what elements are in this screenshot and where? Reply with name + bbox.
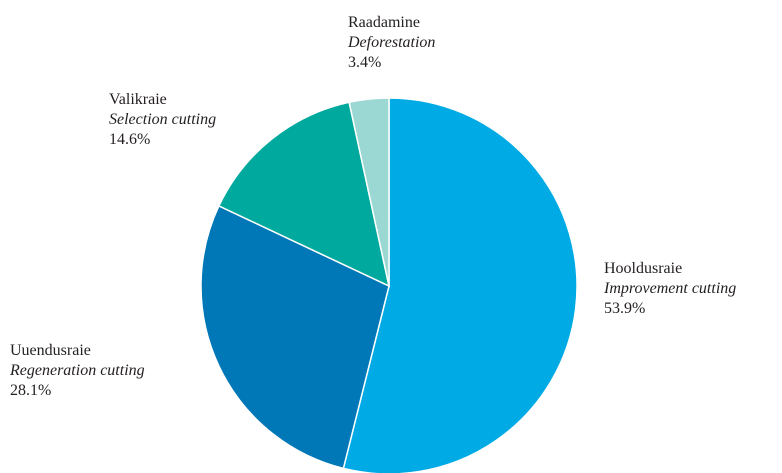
label-selection-cutting-en: Selection cutting xyxy=(109,111,217,128)
label-selection-cutting: Valikraie Selection cutting 14.6% xyxy=(109,90,216,150)
label-deforestation: Raadamine Deforestation 3.4% xyxy=(348,13,435,73)
label-improvement-cutting-value: 53.9% xyxy=(604,300,646,317)
label-regeneration-cutting-et: Uuendusraie xyxy=(10,342,91,359)
label-regeneration-cutting-value: 28.1% xyxy=(10,382,52,399)
label-selection-cutting-et: Valikraie xyxy=(109,91,167,108)
label-improvement-cutting-en: Improvement cutting xyxy=(604,280,737,297)
slice-deforestation xyxy=(348,97,390,287)
slice-improvement-cutting xyxy=(342,97,578,473)
label-improvement-cutting-et: Hooldusraie xyxy=(604,260,683,277)
label-selection-cutting-value: 14.6% xyxy=(109,131,151,148)
label-deforestation-value: 3.4% xyxy=(348,54,382,71)
slice-regeneration-cutting xyxy=(200,204,390,470)
label-improvement-cutting: Hooldusraie Improvement cutting 53.9% xyxy=(604,259,736,319)
label-deforestation-et: Raadamine xyxy=(348,14,420,31)
slice-selection-cutting xyxy=(217,101,391,288)
label-regeneration-cutting: Uuendusraie Regeneration cutting 28.1% xyxy=(10,341,145,401)
label-regeneration-cutting-en: Regeneration cutting xyxy=(10,362,145,379)
label-deforestation-en: Deforestation xyxy=(348,34,436,51)
